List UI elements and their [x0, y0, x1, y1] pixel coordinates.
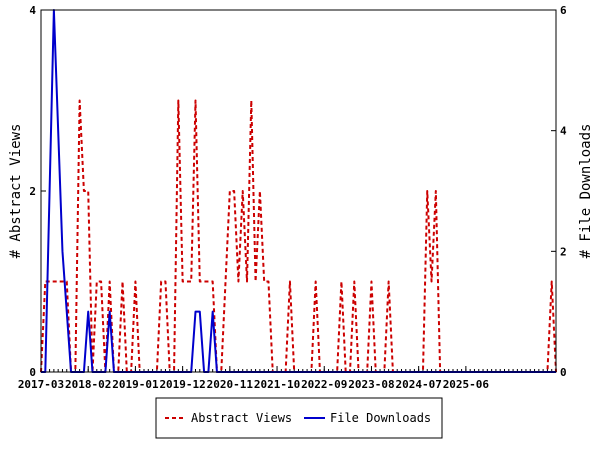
right-tick-label: 6	[560, 4, 567, 17]
left-tick-label: 0	[29, 366, 36, 379]
left-tick-label: 2	[29, 185, 36, 198]
x-tick-label: 2024-07	[395, 378, 441, 391]
tick-labels: 2017-03 2018-02 2019-01 2019-12 2020-11 2021-…	[18, 4, 567, 391]
legend-label-file-downloads: File Downloads	[330, 411, 431, 425]
x-tick-label: 2023-08	[348, 378, 394, 391]
right-tick-label: 2	[560, 245, 567, 258]
left-tick-label: 4	[29, 4, 36, 17]
x-tick-label: 2019-01	[112, 378, 159, 391]
left-axis-title: # Abstract Views	[8, 124, 24, 259]
x-tick-label: 2022-09	[301, 378, 347, 391]
x-tick-label: 2025-06	[443, 378, 490, 391]
x-tick-label: 2019-12	[159, 378, 205, 391]
right-axis-title: # File Downloads	[578, 124, 594, 259]
right-tick-label: 0	[560, 366, 567, 379]
x-tick-label: 2021-10	[254, 378, 300, 391]
x-tick-label: 2018-02	[65, 378, 111, 391]
x-tick-label: 2020-11	[207, 378, 254, 391]
legend-box	[155, 397, 443, 439]
legend-label-abstract-views: Abstract Views	[191, 411, 292, 425]
x-tick-label: 2017-03	[18, 378, 64, 391]
plot-background	[41, 10, 556, 372]
plot-frame	[40, 9, 557, 373]
right-tick-label: 4	[560, 125, 567, 138]
legend: Abstract Views File Downloads	[155, 397, 443, 439]
